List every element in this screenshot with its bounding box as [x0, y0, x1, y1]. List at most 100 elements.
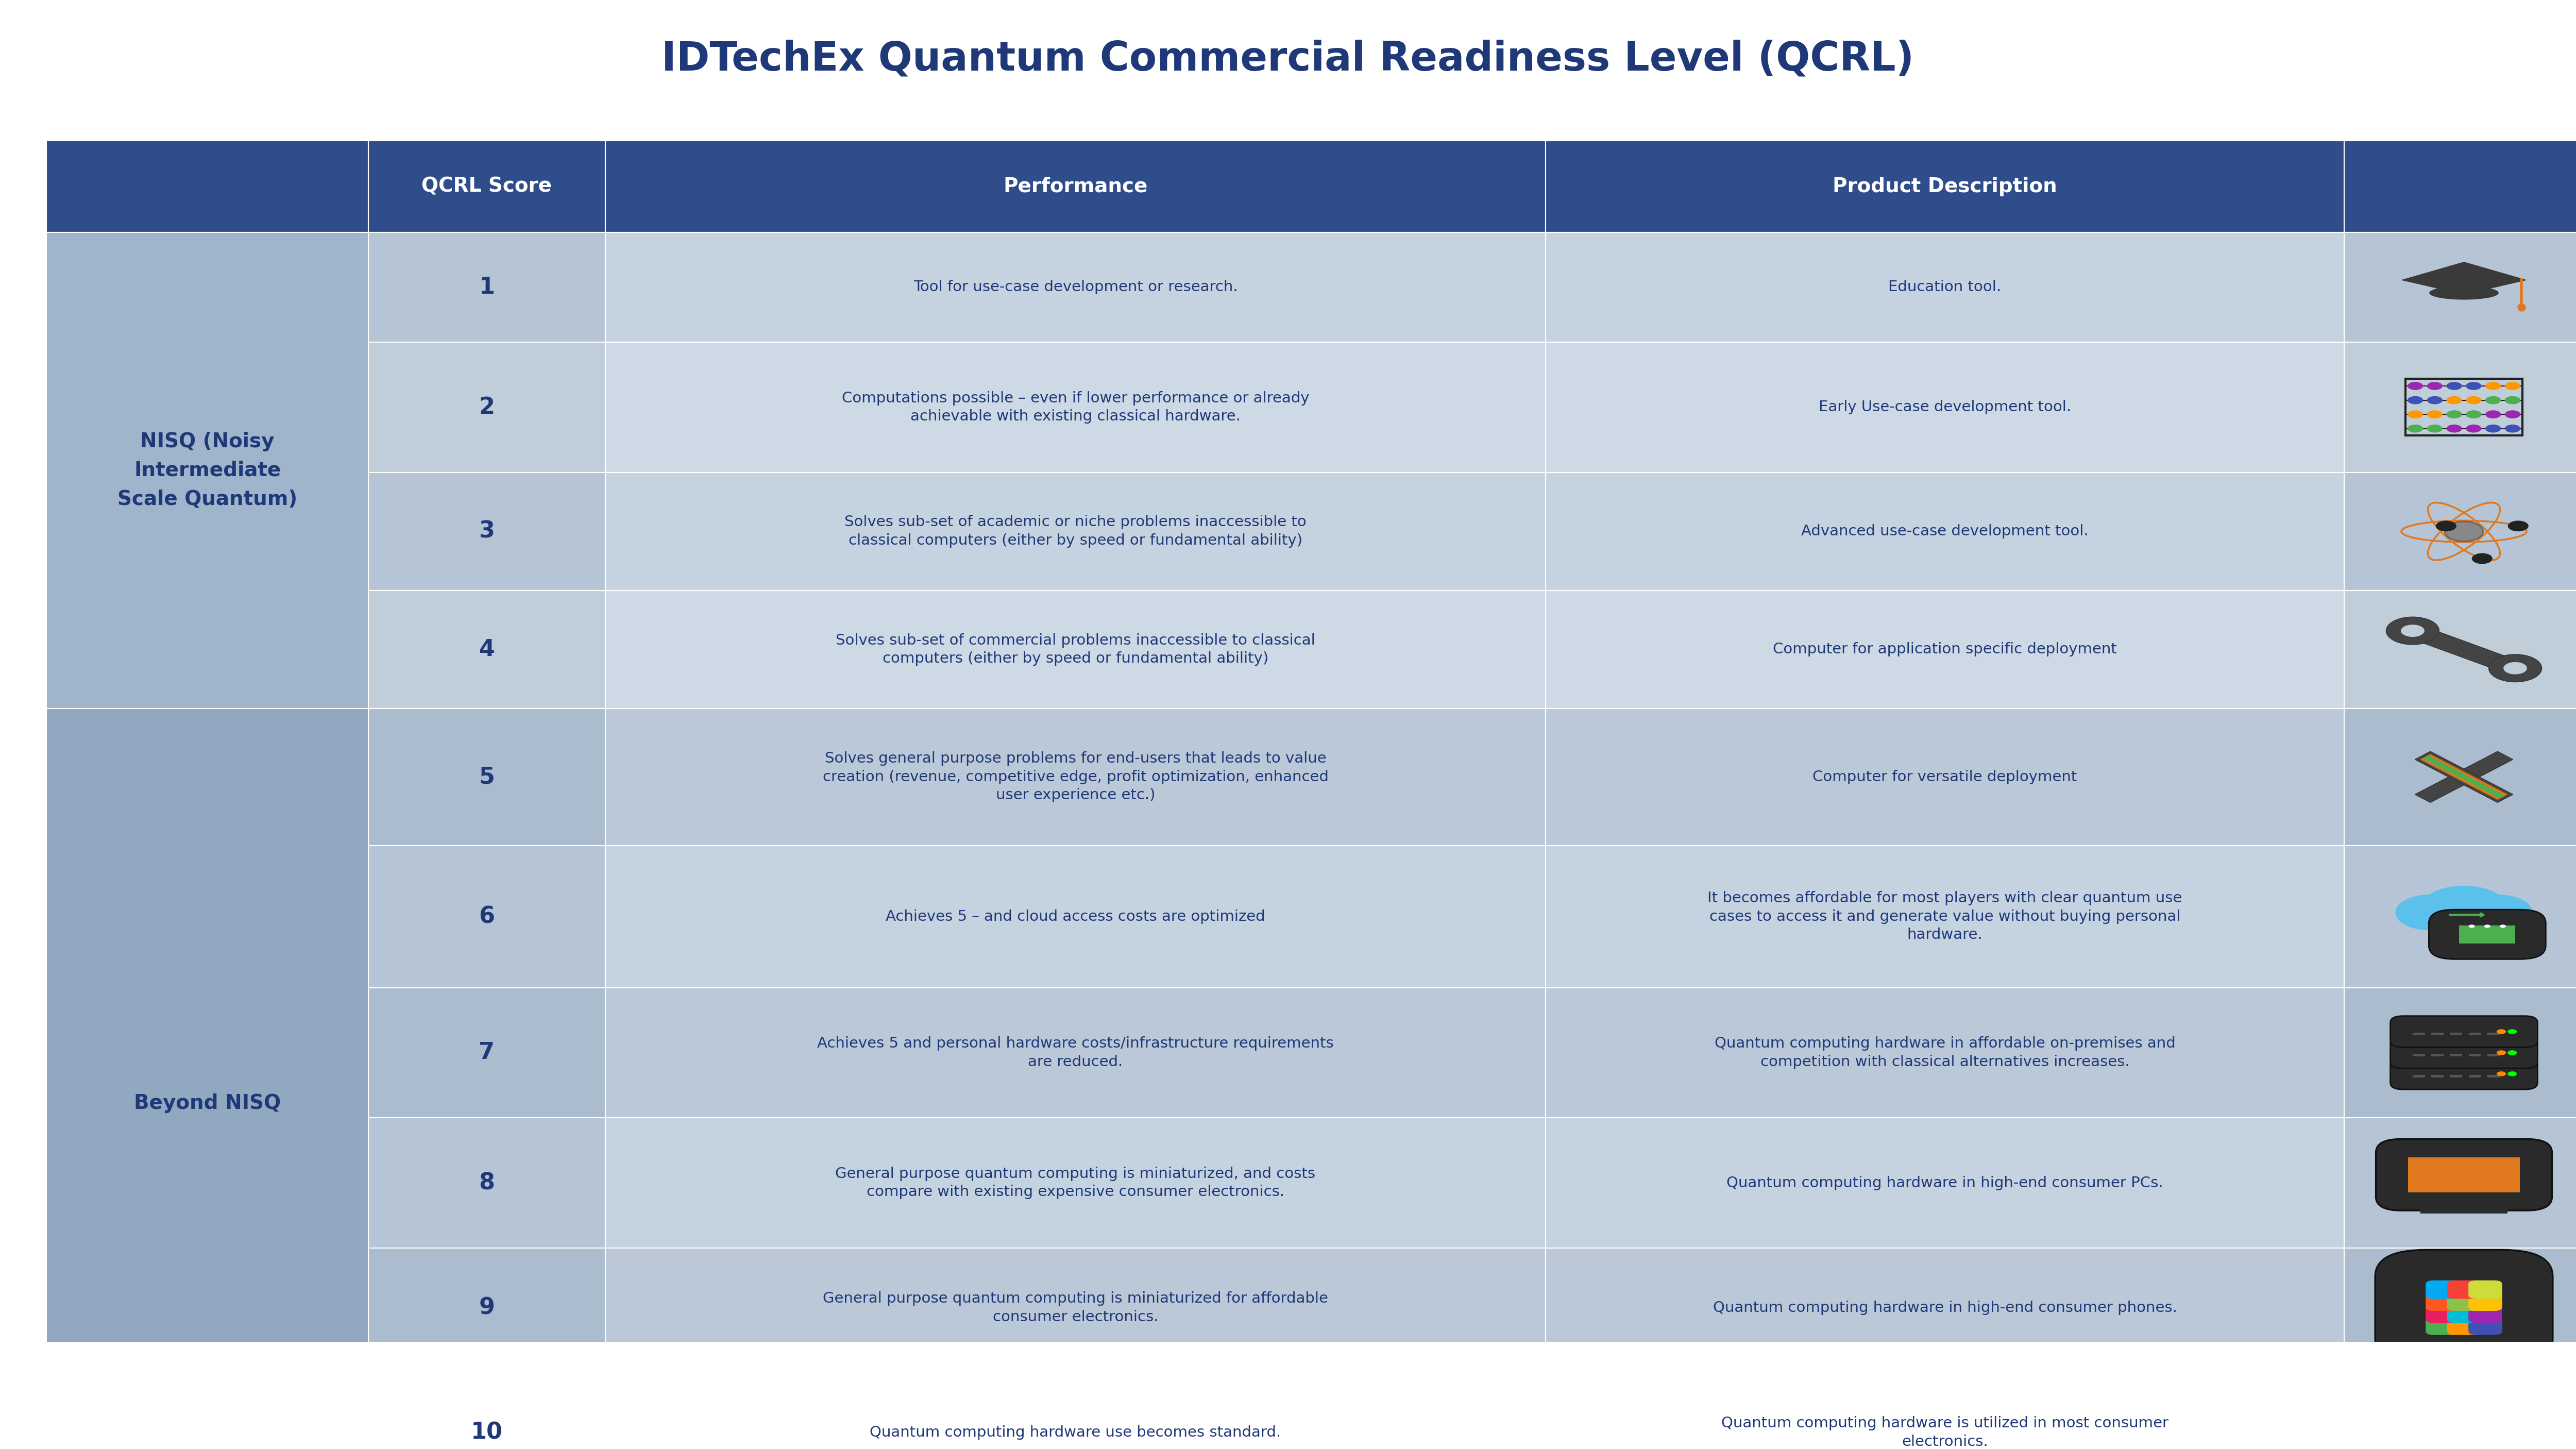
Circle shape [2463, 894, 2532, 930]
Circle shape [2437, 906, 2491, 935]
Circle shape [2506, 1071, 2517, 1077]
Text: Quantum computing hardware is utilized in most consumer
electronics.: Quantum computing hardware is utilized i… [1721, 1416, 2169, 1449]
Bar [1546, 472, 2344, 590]
Circle shape [2473, 554, 2494, 564]
Bar [368, 1117, 605, 1248]
Bar [605, 1248, 1546, 1368]
Bar [368, 232, 605, 342]
Text: Solves general purpose problems for end-users that leads to value
creation (reve: Solves general purpose problems for end-… [822, 752, 1329, 803]
Ellipse shape [2504, 396, 2519, 404]
Bar [2432, 1033, 2445, 1035]
Ellipse shape [2409, 410, 2424, 419]
Text: Early Use-case development tool.: Early Use-case development tool. [1819, 400, 2071, 414]
Bar [605, 988, 1546, 1117]
Text: 6: 6 [479, 906, 495, 927]
Text: 3: 3 [479, 520, 495, 542]
Text: Education tool.: Education tool. [1888, 280, 2002, 294]
Circle shape [2396, 894, 2463, 930]
Circle shape [2401, 625, 2424, 638]
Text: IDTechEx Quantum Commercial Readiness Level (QCRL): IDTechEx Quantum Commercial Readiness Le… [662, 39, 1914, 78]
Text: Computations possible – even if lower performance or already
achievable with exi: Computations possible – even if lower pe… [842, 391, 1309, 423]
Bar [368, 1368, 605, 1449]
Circle shape [2496, 1071, 2506, 1077]
Bar [2344, 1368, 2576, 1449]
Bar [2409, 903, 2519, 914]
Text: Quantum computing hardware in affordable on-premises and
competition with classi: Quantum computing hardware in affordable… [1716, 1036, 2174, 1069]
Bar [2344, 709, 2576, 845]
Ellipse shape [2447, 410, 2463, 419]
Circle shape [2496, 1051, 2506, 1055]
FancyBboxPatch shape [2468, 1281, 2501, 1298]
FancyBboxPatch shape [2429, 910, 2545, 959]
Bar [2344, 590, 2576, 709]
Text: Research: Research [325, 1448, 386, 1449]
Bar [1546, 590, 2344, 709]
Polygon shape [2421, 755, 2506, 798]
Bar [2432, 1284, 2496, 1332]
Text: General purpose quantum computing is miniaturized, and costs
compare with existi: General purpose quantum computing is min… [835, 1166, 1316, 1200]
Bar [368, 845, 605, 988]
Text: NISQ (Noisy
Intermediate
Scale Quantum): NISQ (Noisy Intermediate Scale Quantum) [118, 432, 296, 509]
Circle shape [2421, 885, 2506, 932]
Bar [46, 141, 368, 232]
FancyBboxPatch shape [2447, 1293, 2481, 1311]
Text: Advanced use-case development tool.: Advanced use-case development tool. [1801, 525, 2089, 539]
Ellipse shape [2504, 410, 2519, 419]
Bar [2421, 1208, 2506, 1213]
Bar [46, 709, 368, 1449]
Text: It becomes affordable for most players with clear quantum use
cases to access it: It becomes affordable for most players w… [1708, 891, 2182, 942]
FancyBboxPatch shape [2391, 1016, 2537, 1048]
Text: Beyond NISQ: Beyond NISQ [134, 1093, 281, 1113]
Text: 10: 10 [471, 1421, 502, 1443]
Text: Tool for use-case development or research.: Tool for use-case development or researc… [914, 280, 1236, 294]
Text: 9: 9 [479, 1297, 495, 1319]
Ellipse shape [2427, 410, 2442, 419]
Bar [2450, 1075, 2463, 1078]
Polygon shape [2421, 755, 2506, 800]
FancyBboxPatch shape [2427, 1281, 2460, 1298]
Text: 2: 2 [479, 396, 495, 419]
Bar [46, 232, 368, 709]
Bar [1546, 1368, 2344, 1449]
Ellipse shape [2447, 383, 2463, 390]
Bar [2488, 1053, 2499, 1056]
Bar [605, 590, 1546, 709]
Polygon shape [2414, 752, 2514, 803]
Bar [605, 1368, 1546, 1449]
FancyBboxPatch shape [2468, 1304, 2501, 1323]
Text: Solves sub-set of commercial problems inaccessible to classical
computers (eithe: Solves sub-set of commercial problems in… [835, 633, 1316, 667]
Bar [2344, 472, 2576, 590]
Bar [2468, 1075, 2481, 1078]
Text: Quantum computing hardware in high-end consumer phones.: Quantum computing hardware in high-end c… [1713, 1300, 2177, 1314]
Bar [1546, 709, 2344, 845]
Bar [368, 590, 605, 709]
Ellipse shape [2486, 396, 2501, 404]
Text: 4: 4 [479, 639, 495, 661]
Bar [1546, 1117, 2344, 1248]
Text: 7: 7 [479, 1042, 495, 1064]
FancyBboxPatch shape [2391, 1058, 2537, 1090]
Bar [1546, 988, 2344, 1117]
Ellipse shape [2409, 425, 2424, 433]
Bar [2344, 988, 2576, 1117]
Bar [605, 472, 1546, 590]
Bar [1546, 845, 2344, 988]
Bar [294, 1430, 417, 1449]
Bar [605, 141, 1546, 232]
Circle shape [2437, 520, 2458, 532]
Text: Achieves 5 and personal hardware costs/infrastructure requirements
are reduced.: Achieves 5 and personal hardware costs/i… [817, 1036, 1334, 1069]
FancyBboxPatch shape [2375, 1139, 2553, 1210]
FancyBboxPatch shape [2447, 1304, 2481, 1323]
Bar [2344, 141, 2576, 232]
Bar [605, 342, 1546, 472]
Ellipse shape [2427, 425, 2442, 433]
Bar [2468, 1033, 2481, 1035]
Bar [605, 709, 1546, 845]
Ellipse shape [2504, 425, 2519, 433]
Bar [2344, 1248, 2576, 1368]
Circle shape [2468, 924, 2476, 927]
Wedge shape [2455, 1406, 2514, 1449]
Bar [368, 1248, 605, 1368]
FancyBboxPatch shape [2375, 1250, 2553, 1365]
Ellipse shape [2429, 287, 2499, 300]
